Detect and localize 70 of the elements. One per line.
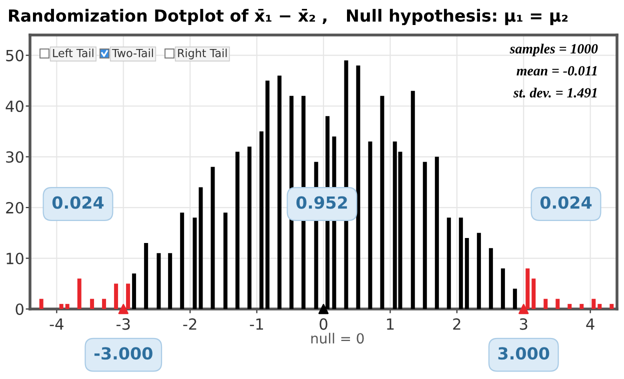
bar — [488, 248, 493, 309]
y-tick-label: 20 — [6, 202, 24, 214]
bar — [168, 253, 172, 309]
x-tick-label: 0 — [320, 318, 328, 330]
bar — [59, 304, 64, 309]
chart-title: Randomization Dotplot of x̄₁ − x̄₂ , Null hypothesis: μ₁ = μ₂ — [9, 8, 568, 26]
bar — [368, 142, 372, 309]
bar — [380, 96, 384, 309]
y-tick-label: 10 — [6, 252, 24, 264]
annotation: Right Tail — [178, 48, 227, 60]
annotation: st. dev. = 1.491 — [513, 88, 597, 98]
bar — [65, 304, 70, 309]
bar — [180, 212, 184, 309]
annotation: 0.024 — [52, 196, 104, 209]
bar — [434, 156, 439, 309]
bar — [90, 298, 94, 309]
bar — [156, 253, 161, 309]
annotation: Two-Tail — [112, 48, 153, 58]
bar — [544, 298, 548, 309]
y-tick-label: 30 — [6, 151, 24, 163]
bar — [476, 232, 481, 309]
bar — [277, 76, 282, 309]
x-tick-label: -2 — [183, 318, 196, 330]
bar — [556, 298, 560, 309]
bar — [568, 304, 572, 309]
x-tick-label: -1 — [250, 318, 263, 330]
annotation: 3.000 — [498, 347, 550, 360]
y-tick-label: 40 — [6, 100, 24, 112]
bar — [247, 146, 252, 309]
annotation: mean = -0.011 — [516, 66, 597, 76]
bar — [102, 298, 106, 309]
bar — [132, 273, 136, 309]
bar — [532, 278, 536, 309]
annotation: null = 0 — [311, 332, 364, 344]
x-tick-label: 2 — [453, 318, 460, 330]
y-tick-label: 50 — [6, 50, 24, 62]
bar — [39, 298, 44, 309]
bar — [210, 166, 215, 309]
bar — [259, 131, 264, 309]
x-tick-label: 1 — [387, 318, 394, 330]
bar — [592, 298, 596, 309]
bar — [356, 65, 360, 309]
bar — [422, 162, 427, 309]
bar — [235, 152, 240, 309]
bar — [410, 90, 415, 309]
annotation: samples = 1000 — [510, 44, 598, 56]
bar — [458, 218, 463, 309]
bar — [77, 278, 82, 309]
annotation: 0.024 — [540, 196, 592, 209]
bar — [512, 288, 517, 309]
bar — [223, 212, 228, 309]
bar — [144, 243, 148, 309]
annotation: -3.000 — [94, 347, 152, 360]
x-tick-label: -3 — [116, 318, 130, 330]
annotation: 0.952 — [296, 196, 347, 209]
bar — [610, 304, 614, 309]
annotation: Left Tail — [53, 48, 94, 58]
bar — [464, 238, 469, 309]
x-tick-label: 3 — [520, 318, 528, 330]
x-tick-label: 4 — [586, 318, 594, 330]
bar — [114, 284, 118, 309]
bar — [598, 304, 602, 309]
bar — [198, 187, 203, 309]
bar — [446, 218, 451, 309]
bar — [265, 80, 270, 309]
bar — [500, 268, 505, 309]
x-tick-label: -4 — [50, 318, 64, 330]
y-tick-label: 0 — [16, 303, 24, 316]
bar — [192, 218, 197, 309]
bar — [580, 304, 584, 309]
